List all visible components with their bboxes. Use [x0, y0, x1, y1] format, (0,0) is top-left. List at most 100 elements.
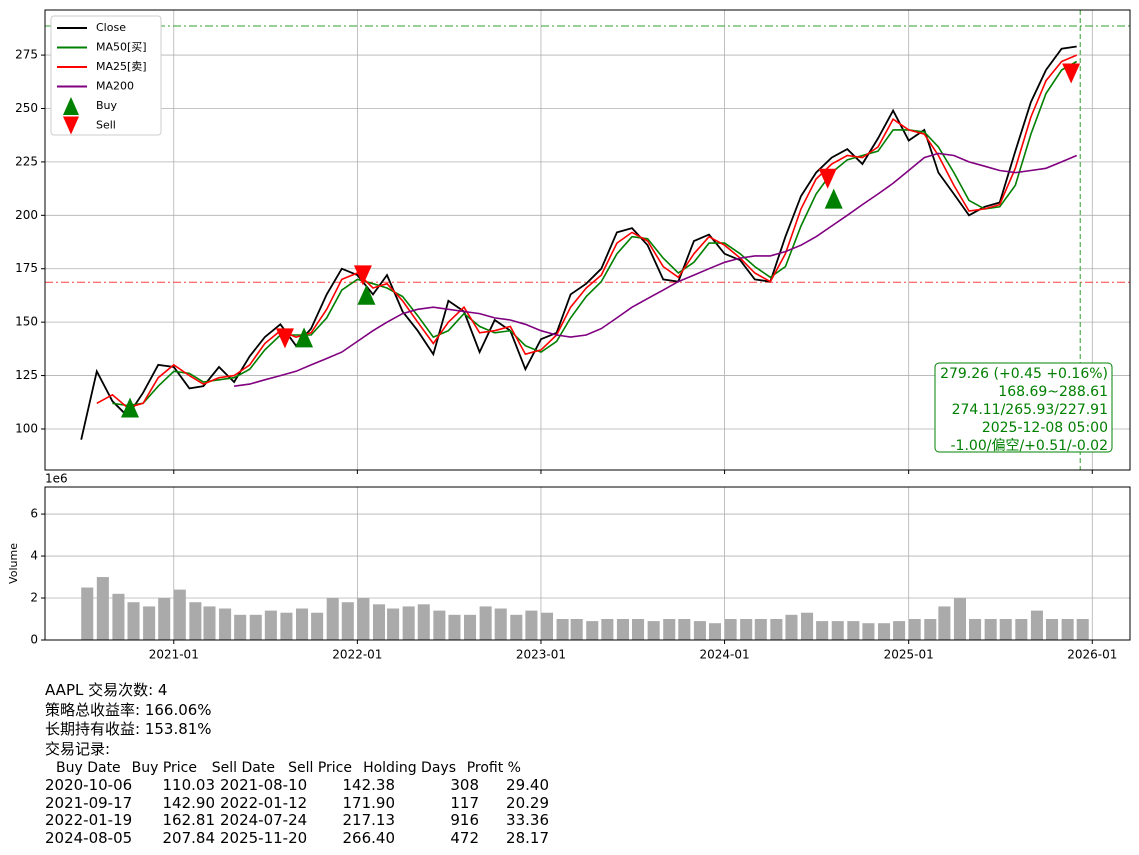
legend-label: Sell [96, 119, 116, 132]
sell-marker [275, 328, 294, 349]
volume-bar [1045, 619, 1059, 640]
volume-bar [754, 619, 767, 640]
volume-bar [417, 604, 430, 640]
table-cell: 162.81 [162, 811, 216, 829]
volume-bar [326, 598, 339, 640]
volume-bar [372, 604, 386, 640]
table-header: Sell Date [211, 760, 275, 776]
volume-bar [785, 614, 798, 640]
volume-bar [908, 619, 921, 640]
y-tick-label: 100 [15, 421, 38, 435]
legend-swatch [63, 97, 79, 115]
volume-bar [816, 621, 829, 640]
y-tick-label: 275 [15, 48, 38, 62]
volume-bar [112, 593, 125, 640]
volume-bar [831, 621, 844, 640]
table-cell: 2025-11-20 [220, 828, 308, 847]
table-cell: 29.40 [506, 776, 549, 794]
volume-bar [877, 623, 891, 640]
table-cell: 142.38 [342, 776, 396, 794]
annotation-text: 279.26 (+0.45 +0.16%) [940, 366, 1108, 382]
sell-marker [1062, 63, 1081, 84]
table-cell: 142.90 [162, 793, 216, 812]
table-cell: 2020-10-06 [45, 776, 133, 794]
y-tick-label: 250 [15, 101, 38, 115]
table-cell: 472 [450, 828, 479, 847]
volume-bar [219, 608, 232, 640]
report: AAPL 交易次数: 4 策略总收益率: 166.06% 长期持有收益: 153.8… [0, 676, 1139, 855]
volume-bar [402, 606, 415, 640]
volume-bar [448, 614, 461, 640]
table-cell: 2022-01-12 [220, 793, 308, 812]
summary-line: AAPL 交易次数: 4 [45, 681, 168, 699]
volume-bar [862, 623, 875, 640]
summary-line: 策略总收益率: 166.06% [45, 701, 212, 719]
annotation-box [934, 362, 1113, 453]
volume-bar [632, 619, 645, 640]
volume-bar [280, 612, 293, 640]
legend-label: Buy [96, 99, 118, 112]
table-cell: 2022-01-19 [45, 811, 133, 829]
volume-bar [1076, 619, 1089, 640]
table-header: Holding Days [363, 760, 456, 776]
buy-marker [824, 188, 843, 209]
annotation-text: 2025-12-08 05:00 [982, 420, 1108, 436]
volume-bar [143, 606, 156, 640]
axes-frame [44, 486, 1131, 641]
x-tick-label: 2022-01 [332, 648, 382, 662]
volume-bar [494, 608, 507, 640]
volume-bar [724, 619, 737, 640]
volume-bar [296, 608, 309, 640]
volume-bar [479, 606, 492, 640]
legend-label: MA25[卖] [96, 60, 147, 73]
volume-bar [173, 589, 186, 640]
volume-bar [264, 610, 277, 640]
legend-swatch [63, 116, 79, 135]
volume-bar [525, 610, 538, 640]
buy-marker [357, 284, 376, 305]
series-line [96, 54, 1078, 409]
volume-bar [96, 577, 109, 640]
series-line [112, 60, 1078, 407]
volume-bar [984, 619, 997, 640]
volume-bar [999, 619, 1012, 640]
volume-bar [249, 614, 262, 640]
volume-bar [893, 621, 906, 640]
table-cell: 33.36 [506, 811, 549, 829]
volume-bar [616, 619, 629, 640]
volume-bar [847, 621, 860, 640]
volume-bar [1061, 619, 1074, 640]
table-header: Buy Date [56, 760, 121, 776]
volume-bar [708, 623, 722, 640]
volume-bar [678, 619, 691, 640]
table-header: Buy Price [131, 760, 197, 776]
offset-label: 1e6 [45, 472, 68, 486]
x-tick-label: 2025-01 [884, 648, 934, 662]
x-tick-label: 2026-01 [1067, 648, 1117, 662]
x-tick-label: 2024-01 [700, 648, 750, 662]
volume-bar [1015, 619, 1028, 640]
volume-bar [540, 612, 554, 640]
x-tick-label: 2023-01 [516, 648, 566, 662]
legend-label: Close [96, 21, 126, 34]
volume-bar [189, 602, 202, 640]
buy-marker [121, 397, 140, 418]
summary-line: 长期持有收益: 153.81% [45, 720, 212, 738]
volume-bar [647, 621, 660, 640]
sell-marker [353, 265, 372, 286]
table-cell: 171.90 [342, 793, 396, 812]
volume-bar [433, 610, 446, 640]
table-header: Profit % [466, 760, 521, 776]
table-cell: 207.84 [162, 828, 216, 847]
volume-bar [464, 614, 477, 640]
annotation-text: 274.11/265.93/227.91 [952, 402, 1108, 418]
series-line [80, 45, 1077, 440]
y-tick-label: 225 [15, 154, 38, 168]
legend-box [50, 15, 162, 136]
table-cell: 117 [450, 793, 479, 812]
chart: 100 125 150 175 200 225 250 275 279.26 (+0.45 +0… [7, 9, 1131, 662]
volume-bar [158, 598, 171, 640]
volume-bar [770, 619, 783, 640]
volume-bar [938, 606, 951, 640]
